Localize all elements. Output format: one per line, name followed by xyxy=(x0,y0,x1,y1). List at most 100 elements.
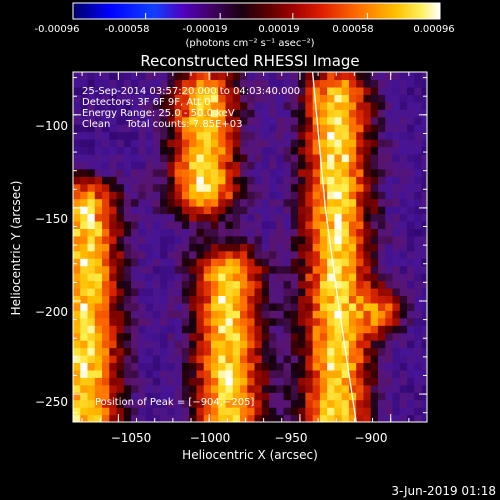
heatmap-cell xyxy=(203,168,212,177)
heatmap-cell xyxy=(247,220,256,229)
heatmap-cell xyxy=(414,228,423,237)
heatmap-cell xyxy=(232,220,241,229)
heatmap-cell xyxy=(196,220,205,229)
heatmap-cell xyxy=(385,191,394,200)
heatmap-cell xyxy=(210,384,219,393)
heatmap-cell xyxy=(421,302,427,311)
heatmap-cell xyxy=(109,250,118,259)
heatmap-cell xyxy=(377,183,386,192)
heatmap-cell xyxy=(210,79,219,88)
heatmap-cell xyxy=(87,384,96,393)
y-tick-label: −250 xyxy=(35,395,68,409)
heatmap-cell xyxy=(254,258,263,267)
heatmap-cell xyxy=(152,168,161,177)
heatmap-cell xyxy=(290,332,299,341)
heatmap-cell xyxy=(240,407,248,416)
heatmap-cell xyxy=(327,265,336,274)
heatmap-cell xyxy=(276,287,285,297)
heatmap-cell xyxy=(174,191,183,200)
heatmap-cell xyxy=(276,101,285,110)
heatmap-cell xyxy=(131,168,139,177)
heatmap-cell xyxy=(225,124,234,133)
heatmap-cell xyxy=(283,72,292,81)
heatmap-cell xyxy=(94,243,103,252)
heatmap-cell xyxy=(399,354,408,364)
heatmap-cell xyxy=(232,302,241,311)
heatmap-cell xyxy=(109,131,118,140)
heatmap-cell xyxy=(94,265,103,274)
heatmap-cell xyxy=(203,79,212,88)
heatmap-cell xyxy=(131,414,139,422)
heatmap-cell xyxy=(283,414,292,422)
heatmap-cell xyxy=(269,243,277,252)
heatmap-cell xyxy=(167,317,176,326)
heatmap-cell xyxy=(377,287,386,297)
heatmap-cell xyxy=(276,280,285,289)
heatmap-cell xyxy=(261,146,270,155)
heatmap-cell xyxy=(116,414,125,422)
heatmap-cell xyxy=(87,332,96,341)
heatmap-cell xyxy=(392,332,401,341)
heatmap-cell xyxy=(269,340,277,349)
heatmap-cell xyxy=(152,109,161,118)
heatmap-cell xyxy=(240,280,248,289)
heatmap-cell xyxy=(421,340,427,349)
heatmap-cell xyxy=(196,146,205,155)
heatmap-cell xyxy=(131,354,139,364)
heatmap-cell xyxy=(298,295,306,304)
heatmap-cell xyxy=(240,101,248,110)
heatmap-cell xyxy=(94,340,103,349)
heatmap-cell xyxy=(261,317,270,326)
heatmap-cell xyxy=(261,198,270,207)
heatmap-cell xyxy=(319,369,328,378)
heatmap-cell xyxy=(407,235,415,244)
heatmap-cell xyxy=(240,235,248,244)
heatmap-cell xyxy=(181,131,190,140)
heatmap-cell xyxy=(247,273,256,282)
heatmap-cell xyxy=(87,235,96,244)
heatmap-cell xyxy=(305,161,314,170)
heatmap-cell xyxy=(421,384,427,393)
heatmap-cell xyxy=(123,243,132,252)
heatmap-cell xyxy=(203,153,212,162)
heatmap-cell xyxy=(341,332,350,341)
heatmap-cell xyxy=(225,198,234,207)
heatmap-cell xyxy=(73,302,81,311)
heatmap-cell xyxy=(232,332,241,341)
heatmap-cell xyxy=(160,213,168,222)
heatmap-cell xyxy=(196,362,205,371)
heatmap-cell xyxy=(348,176,357,185)
heatmap-cell xyxy=(290,354,299,364)
heatmap-cell xyxy=(181,176,190,185)
heatmap-cell xyxy=(210,183,219,192)
heatmap-cell xyxy=(254,384,263,393)
heatmap-cell xyxy=(232,72,241,81)
heatmap-cell xyxy=(109,414,118,422)
heatmap-cell xyxy=(421,131,427,140)
heatmap-cell xyxy=(225,377,234,386)
heatmap-cell xyxy=(377,79,386,88)
heatmap-cell xyxy=(73,250,81,259)
heatmap-cell xyxy=(385,161,394,170)
heatmap-cell xyxy=(290,153,299,162)
heatmap-cell xyxy=(138,310,147,319)
heatmap-cell xyxy=(203,384,212,393)
heatmap-cell xyxy=(94,347,103,356)
heatmap-cell xyxy=(218,206,227,215)
heatmap-cell xyxy=(167,377,176,386)
heatmap-cell xyxy=(407,191,415,200)
heatmap-cell xyxy=(269,206,277,215)
heatmap-cell xyxy=(152,131,161,140)
heatmap-cell xyxy=(269,280,277,289)
heatmap-cell xyxy=(196,340,205,349)
heatmap-cell xyxy=(102,161,110,170)
heatmap-cell xyxy=(138,79,147,88)
heatmap-cell xyxy=(247,243,256,252)
heatmap-cell xyxy=(334,206,343,215)
x-tick-label: −950 xyxy=(274,431,308,445)
heatmap-cell xyxy=(240,399,248,408)
heatmap-cell xyxy=(189,317,198,326)
heatmap-cell xyxy=(269,295,277,304)
heatmap-cell xyxy=(138,86,147,95)
heatmap-cell xyxy=(385,198,394,207)
